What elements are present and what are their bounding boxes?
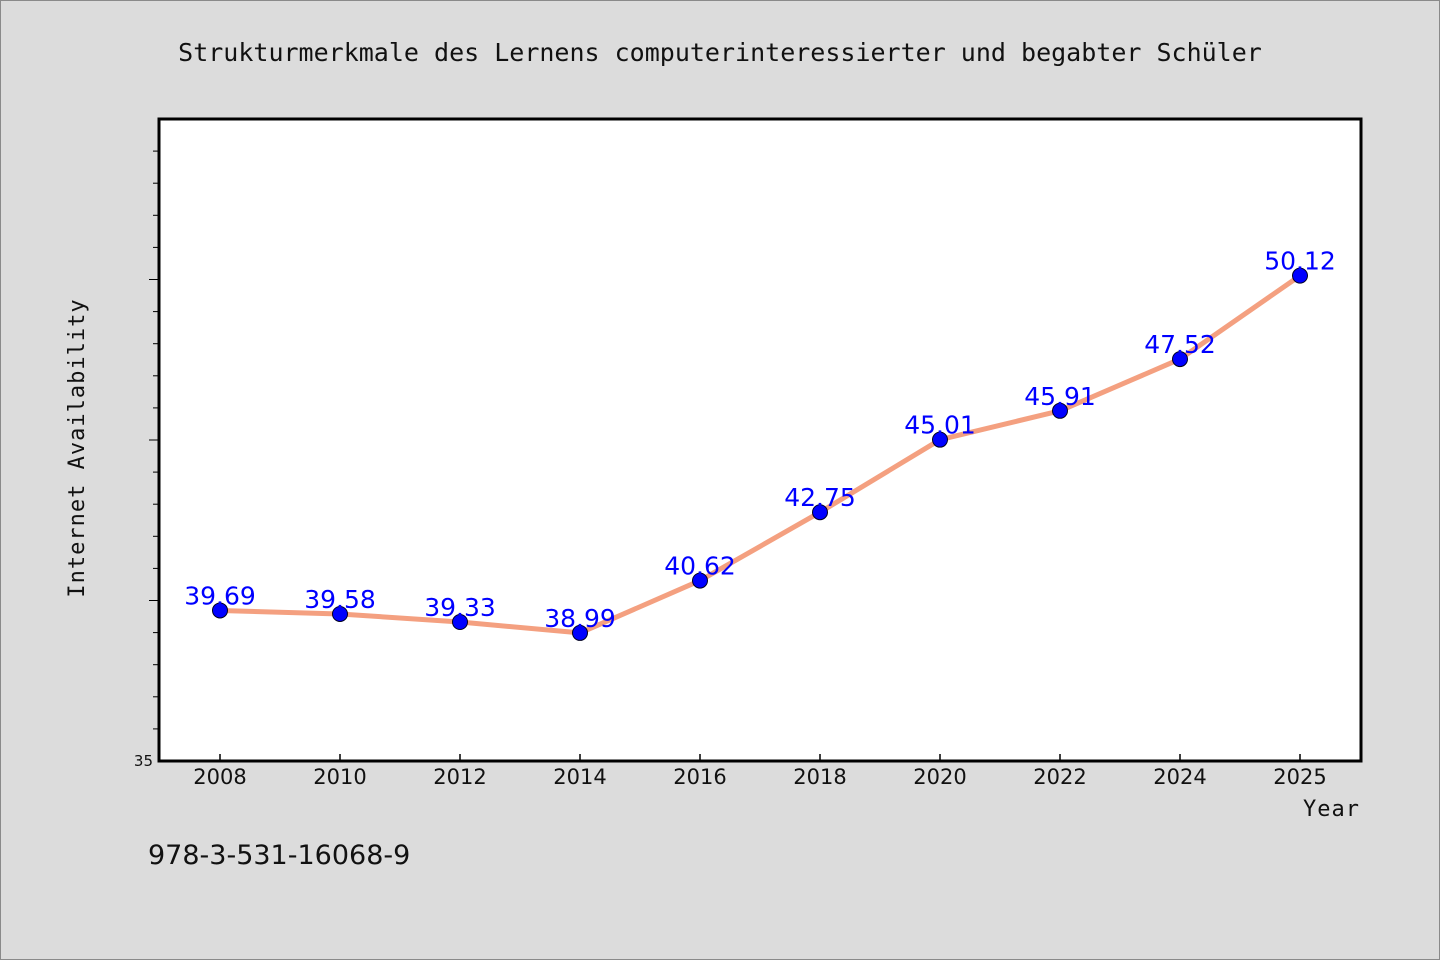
data-label: 39.69: [184, 581, 256, 610]
data-label: 42.75: [784, 483, 856, 512]
x-tick-label: 2016: [673, 765, 726, 789]
x-tick-label: 2022: [1033, 765, 1086, 789]
data-label: 45.01: [904, 411, 976, 440]
data-point: [212, 602, 228, 619]
data-label: 45.91: [1024, 382, 1096, 411]
series-line-group: [217, 273, 1303, 636]
series-points-group: [212, 267, 1308, 641]
data-point: [812, 504, 828, 521]
x-axis-label: Year: [1303, 797, 1360, 822]
data-label: 47.52: [1144, 330, 1216, 359]
data-point: [1292, 267, 1308, 284]
y-tick-label: 35: [134, 752, 153, 770]
x-tick-label: 2024: [1153, 765, 1206, 789]
x-tick-label: 2010: [313, 765, 366, 789]
plot-area: [157, 117, 1363, 763]
data-label: 39.33: [424, 593, 496, 622]
data-point: [932, 431, 948, 448]
data-label: 38.99: [544, 604, 616, 633]
x-tick-label: 2025: [1273, 765, 1326, 789]
series-line: [217, 273, 1303, 636]
data-labels-group: 39.69 39.58 39.33 38.99 40.62 42.75 45.01 45.91…: [184, 247, 1336, 633]
data-label: 39.58: [304, 585, 376, 614]
data-point: [572, 624, 588, 641]
data-point: [1052, 402, 1068, 419]
data-label: 50.12: [1264, 247, 1336, 276]
data-label: 40.62: [664, 552, 736, 581]
x-tick-label: 2014: [553, 765, 606, 789]
y-axis-label: Internet Availability: [65, 298, 90, 597]
x-tick-label: 2008: [193, 765, 246, 789]
x-tick-label: 2012: [433, 765, 486, 789]
chart-title: Strukturmerkmale des Lernens computerint…: [178, 38, 1262, 67]
isbn-note: 978-3-531-16068-9: [148, 840, 410, 871]
x-tick-label: 2020: [913, 765, 966, 789]
x-tick-label: 2018: [793, 765, 846, 789]
data-point: [452, 614, 468, 631]
y-axis-ticks: 35: [134, 150, 159, 770]
data-point: [692, 572, 708, 589]
data-point: [332, 605, 348, 622]
x-axis-ticks: 2008 2010 2012 2014 2016 2018 2020 2022 2024 2025: [193, 754, 1327, 789]
data-point: [1172, 351, 1188, 368]
